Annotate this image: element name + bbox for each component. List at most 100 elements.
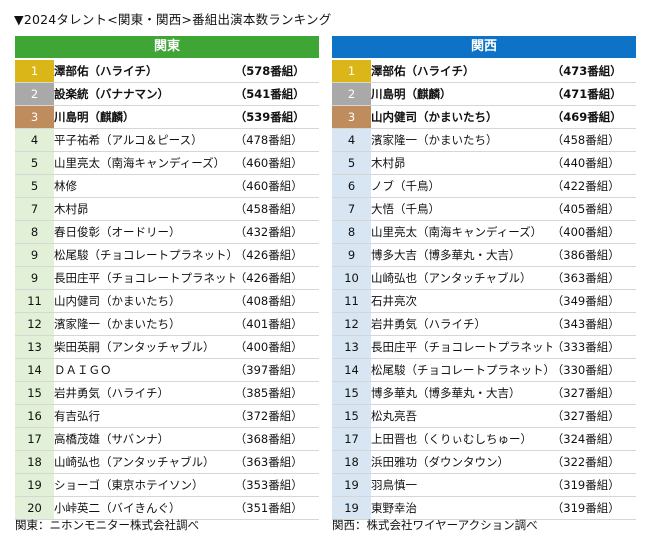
rank-number: 8 — [15, 220, 55, 244]
talent-name: 林修 — [54, 174, 235, 198]
kansai-ranking-row: 7 大悟（千鳥） （405番組） — [332, 197, 636, 221]
program-count: （401番組） — [234, 312, 319, 336]
rank-number: 7 — [332, 197, 372, 221]
talent-name: 濱家隆一（かまいたち） — [371, 128, 552, 152]
kanto-ranking-table: 1 澤部佑（ハライチ） （578番組） 2 設楽統（バナナマン） （541番組） 3 川島明（… — [15, 60, 319, 520]
talent-name: 山内健司（かまいたち） — [371, 105, 552, 129]
rank-number: 4 — [15, 128, 55, 152]
program-count: （319番組） — [551, 473, 636, 497]
kansai-ranking-row: 17 上田晋也（くりぃむしちゅー） （324番組） — [332, 427, 636, 451]
program-count: （385番組） — [234, 381, 319, 405]
kansai-ranking-row: 8 山里亮太（南海キャンディーズ） （400番組） — [332, 220, 636, 244]
program-count: （541番組） — [234, 82, 319, 106]
talent-name: 博多華丸（博多華丸・大吉） — [371, 381, 552, 405]
kansai-ranking-panel: 関西 1 澤部佑（ハライチ） （473番組） 2 川島明（麒麟） （471番組） 3 山内健司… — [332, 36, 636, 520]
page-title: ▼2024タレント<関東・関西>番組出演本数ランキング — [14, 12, 332, 27]
talent-name: 大悟（千鳥） — [371, 197, 552, 221]
rank-number: 9 — [15, 266, 55, 290]
rank-number: 12 — [332, 312, 372, 336]
rank-number: 11 — [15, 289, 55, 313]
talent-name: 松丸亮吾 — [371, 404, 552, 428]
kansai-ranking-row: 11 石井亮次 （349番組） — [332, 289, 636, 313]
talent-name: 石井亮次 — [371, 289, 552, 313]
program-count: （469番組） — [551, 105, 636, 129]
program-count: （440番組） — [551, 151, 636, 175]
rank-number: 19 — [332, 496, 372, 520]
program-count: （368番組） — [234, 427, 319, 451]
kanto-ranking-row: 20 小峠英二（バイきんぐ） （351番組） — [15, 496, 319, 520]
talent-name: 小峠英二（バイきんぐ） — [54, 496, 235, 520]
talent-name: 上田晋也（くりぃむしちゅー） — [371, 427, 552, 451]
program-count: （458番組） — [551, 128, 636, 152]
program-count: （408番組） — [234, 289, 319, 313]
talent-name: 春日俊彰（オードリー） — [54, 220, 235, 244]
talent-name: 川島明（麒麟） — [54, 105, 235, 129]
kansai-ranking-table: 1 澤部佑（ハライチ） （473番組） 2 川島明（麒麟） （471番組） 3 山内健司（かま… — [332, 60, 636, 520]
kansai-ranking-row: 15 松丸亮吾 （327番組） — [332, 404, 636, 428]
kanto-ranking-row: 4 平子祐希（アルコ＆ピース） （478番組） — [15, 128, 319, 152]
kanto-ranking-row: 3 川島明（麒麟） （539番組） — [15, 105, 319, 129]
talent-name: 濱家隆一（かまいたち） — [54, 312, 235, 336]
kanto-ranking-row: 9 長田庄平（チョコレートプラネット） （426番組） — [15, 266, 319, 290]
rank-number: 15 — [332, 404, 372, 428]
rank-number: 4 — [332, 128, 372, 152]
talent-name: 木村昴 — [371, 151, 552, 175]
kanto-ranking-row: 12 濱家隆一（かまいたち） （401番組） — [15, 312, 319, 336]
program-count: （363番組） — [551, 266, 636, 290]
program-count: （539番組） — [234, 105, 319, 129]
rank-number: 12 — [15, 312, 55, 336]
kansai-ranking-row: 9 博多大吉（博多華丸・大吉） （386番組） — [332, 243, 636, 267]
rank-number: 1 — [332, 60, 372, 83]
kanto-ranking-row: 7 木村昴 （458番組） — [15, 197, 319, 221]
program-count: （578番組） — [234, 60, 319, 83]
program-count: （353番組） — [234, 473, 319, 497]
kanto-ranking-row: 9 松尾駿（チョコレートプラネット） （426番組） — [15, 243, 319, 267]
talent-name: 設楽統（バナナマン） — [54, 82, 235, 106]
program-count: （351番組） — [234, 496, 319, 520]
kanto-ranking-row: 18 山崎弘也（アンタッチャブル） （363番組） — [15, 450, 319, 474]
program-count: （397番組） — [234, 358, 319, 382]
kansai-ranking-row: 3 山内健司（かまいたち） （469番組） — [332, 105, 636, 129]
rank-number: 13 — [332, 335, 372, 359]
rank-number: 20 — [15, 496, 55, 520]
rank-number: 18 — [332, 450, 372, 474]
talent-name: 柴田英嗣（アンタッチャブル） — [54, 335, 235, 359]
rank-number: 5 — [15, 174, 55, 198]
program-count: （372番組） — [234, 404, 319, 428]
kansai-ranking-row: 19 東野幸治 （319番組） — [332, 496, 636, 520]
kansai-ranking-row: 5 木村昴 （440番組） — [332, 151, 636, 175]
kansai-source-note: 関西：株式会社ワイヤーアクション調べ — [332, 518, 538, 532]
kanto-ranking-row: 19 ショーゴ（東京ホテイソン） （353番組） — [15, 473, 319, 497]
talent-name: 澤部佑（ハライチ） — [54, 60, 235, 83]
rank-number: 5 — [332, 151, 372, 175]
program-count: （473番組） — [551, 60, 636, 83]
rank-number: 6 — [332, 174, 372, 198]
rank-number: 17 — [15, 427, 55, 451]
kanto-ranking-row: 1 澤部佑（ハライチ） （578番組） — [15, 60, 319, 83]
talent-name: 山崎弘也（アンタッチャブル） — [54, 450, 235, 474]
program-count: （322番組） — [551, 450, 636, 474]
program-count: （432番組） — [234, 220, 319, 244]
kansai-header: 関西 — [332, 36, 636, 58]
rank-number: 9 — [332, 243, 372, 267]
kansai-ranking-row: 4 濱家隆一（かまいたち） （458番組） — [332, 128, 636, 152]
rank-number: 1 — [15, 60, 55, 83]
program-count: （400番組） — [234, 335, 319, 359]
talent-name: 平子祐希（アルコ＆ピース） — [54, 128, 235, 152]
program-count: （327番組） — [551, 404, 636, 428]
program-count: （363番組） — [234, 450, 319, 474]
program-count: （327番組） — [551, 381, 636, 405]
rank-number: 17 — [332, 427, 372, 451]
program-count: （319番組） — [551, 496, 636, 520]
talent-name: 山内健司（かまいたち） — [54, 289, 235, 313]
talent-name: 羽鳥慎一 — [371, 473, 552, 497]
rank-number: 10 — [332, 266, 372, 290]
kanto-source-note: 関東：ニホンモニター株式会社調べ — [15, 518, 199, 532]
rank-number: 11 — [332, 289, 372, 313]
rank-number: 3 — [332, 105, 372, 129]
kansai-ranking-row: 6 ノブ（千鳥） （422番組） — [332, 174, 636, 198]
program-count: （324番組） — [551, 427, 636, 451]
kanto-ranking-row: 2 設楽統（バナナマン） （541番組） — [15, 82, 319, 106]
rank-number: 15 — [15, 381, 55, 405]
rank-number: 14 — [15, 358, 55, 382]
